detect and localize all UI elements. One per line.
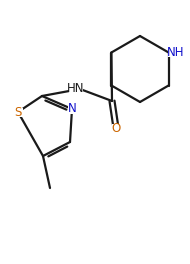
FancyBboxPatch shape bbox=[13, 107, 22, 116]
FancyBboxPatch shape bbox=[112, 124, 120, 133]
Text: HN: HN bbox=[67, 82, 85, 96]
FancyBboxPatch shape bbox=[69, 84, 83, 93]
Text: S: S bbox=[14, 106, 22, 119]
Text: N: N bbox=[68, 102, 76, 116]
FancyBboxPatch shape bbox=[168, 48, 184, 57]
Text: O: O bbox=[111, 121, 121, 134]
Text: NH: NH bbox=[167, 46, 184, 59]
FancyBboxPatch shape bbox=[67, 105, 77, 114]
